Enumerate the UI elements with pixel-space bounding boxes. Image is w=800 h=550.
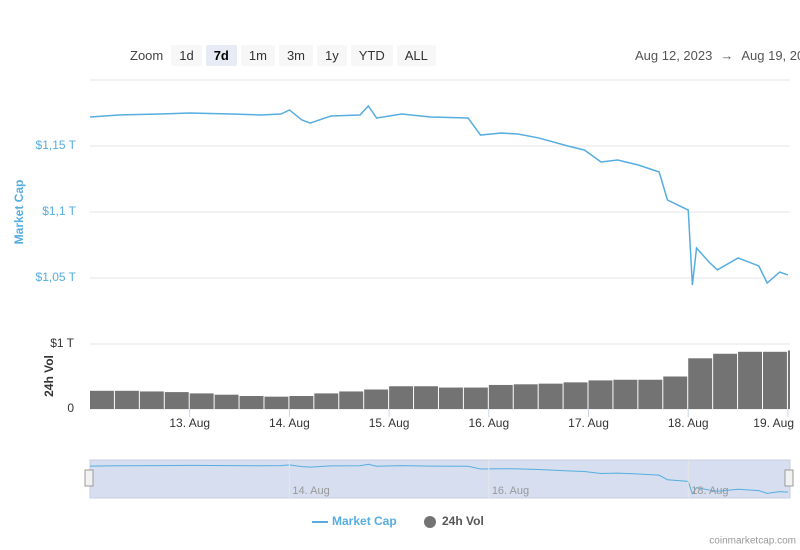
- y-axis-title: Market Cap: [12, 180, 26, 245]
- zoom-button[interactable]: YTD: [350, 45, 393, 66]
- x-tick-label: 14. Aug: [269, 416, 310, 430]
- navigator-tick-label: 14. Aug: [292, 485, 329, 497]
- date-to[interactable]: Aug 19, 2023: [741, 48, 800, 63]
- x-tick-label: 19. Aug: [753, 416, 794, 430]
- volume-bar: [239, 396, 264, 409]
- volume-bar: [389, 386, 414, 409]
- x-tick-label: 17. Aug: [568, 416, 609, 430]
- date-arrow: →: [720, 48, 734, 63]
- x-tick-label: 18. Aug: [668, 416, 709, 430]
- volume-bar: [787, 350, 790, 409]
- volume-bar: [314, 393, 339, 409]
- volume-bar: [488, 384, 513, 409]
- zoom-button[interactable]: 1d: [171, 45, 202, 66]
- market-cap-line: [90, 104, 789, 286]
- range-selector: Zoom 1d 7d 1m 3m 1y YTD ALL: [130, 45, 436, 66]
- navigator-line: [90, 463, 788, 495]
- navigator-handle[interactable]: [784, 469, 794, 487]
- volume-bar: [339, 391, 364, 409]
- zoom-label: Zoom: [130, 48, 164, 63]
- x-tick-label: 15. Aug: [369, 416, 410, 430]
- navigator-tick-label: 18. Aug: [691, 485, 728, 497]
- plot-area: [90, 104, 790, 495]
- y-tick-label: $1,1 T: [42, 204, 76, 218]
- volume-bar: [264, 396, 289, 409]
- volume-bar: [189, 393, 214, 409]
- volume-bar: [214, 394, 239, 409]
- y-tick-label: $1,15 T: [36, 138, 77, 152]
- zoom-button[interactable]: 1m: [240, 45, 275, 66]
- y-tick-label: $1,05 T: [36, 270, 77, 284]
- zoom-button[interactable]: 7d: [205, 45, 237, 66]
- volume-bar: [713, 353, 738, 409]
- volume-bar: [364, 389, 389, 409]
- zoom-button[interactable]: 3m: [278, 45, 313, 66]
- x-tick-label: 16. Aug: [468, 416, 509, 430]
- y2-tick-label: 0: [67, 401, 74, 415]
- y2-axis-title: 24h Vol: [42, 355, 56, 397]
- x-tick-label: 13. Aug: [169, 416, 210, 430]
- volume-bar: [538, 383, 563, 409]
- volume-bar: [663, 376, 688, 409]
- legend-label: 24h Vol: [442, 514, 484, 528]
- volume-bar: [738, 351, 762, 409]
- volume-bar: [513, 384, 538, 409]
- volume-bar: [463, 387, 488, 409]
- zoom-button[interactable]: 1y: [317, 45, 347, 66]
- navigator-handle[interactable]: [84, 469, 94, 487]
- volume-bar: [438, 387, 463, 409]
- legend-label: Market Cap: [332, 514, 397, 528]
- volume-bar: [613, 379, 638, 409]
- volume-bar: [139, 391, 164, 409]
- volume-bar: [90, 390, 114, 409]
- date-from[interactable]: Aug 12, 2023: [635, 48, 713, 63]
- volume-bar: [762, 351, 787, 409]
- volume-bar: [414, 386, 438, 409]
- y2-tick-label: $1 T: [50, 336, 74, 350]
- volume-bar: [164, 392, 189, 409]
- volume-bar: [688, 358, 713, 409]
- credit: coinmarketcap.com: [709, 536, 796, 547]
- volume-bar: [638, 379, 663, 409]
- volume-bar: [563, 382, 588, 409]
- legend-symbol: [424, 516, 436, 528]
- date-range: Aug 12, 2023 → Aug 19, 2023: [635, 48, 800, 63]
- zoom-button[interactable]: ALL: [396, 45, 436, 66]
- volume-bar: [114, 390, 139, 409]
- volume-bar: [289, 396, 314, 409]
- volume-bar: [588, 380, 613, 409]
- navigator-tick-label: 16. Aug: [492, 485, 529, 497]
